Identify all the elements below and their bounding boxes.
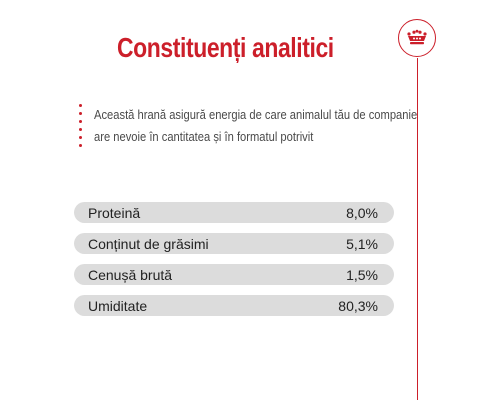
table-row: Cenușă brută 1,5% (74, 264, 394, 285)
brand-badge (398, 19, 436, 57)
table-row: Proteină 8,0% (74, 202, 394, 223)
row-label: Umiditate (88, 297, 148, 314)
row-value: 5,1% (346, 235, 378, 252)
page-title: Constituenți analitici (117, 32, 334, 63)
row-value: 80,3% (338, 297, 378, 314)
crown-icon (407, 29, 427, 45)
row-label: Proteină (88, 204, 141, 221)
row-label: Cenușă brută (88, 266, 173, 283)
dotted-bullet (79, 104, 83, 154)
row-value: 8,0% (346, 204, 378, 221)
table-row: Conținut de grăsimi 5,1% (74, 233, 394, 254)
intro-text: Această hrană asigură energia de care an… (94, 107, 418, 144)
constituents-table: Proteină 8,0% Conținut de grăsimi 5,1% C… (74, 202, 394, 326)
row-value: 1,5% (346, 266, 378, 283)
divider-line (417, 58, 418, 400)
table-row: Umiditate 80,3% (74, 295, 394, 316)
row-label: Conținut de grăsimi (88, 235, 209, 252)
